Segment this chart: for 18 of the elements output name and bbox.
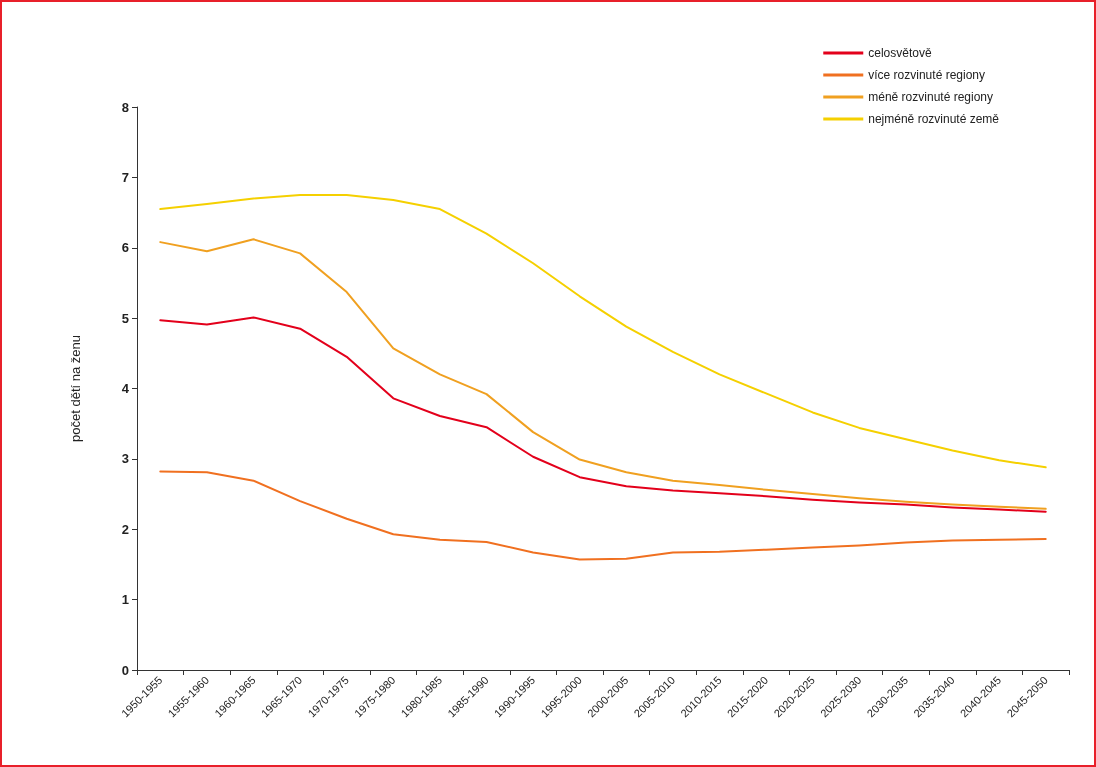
y-tick-label: 8 xyxy=(121,99,129,115)
y-tick-label: 3 xyxy=(121,451,129,467)
y-axis-title: počet dětí na ženu xyxy=(68,335,83,442)
legend-label: nejméně rozvinuté země xyxy=(868,112,1000,126)
y-tick-label: 4 xyxy=(121,381,130,396)
y-tick-label: 2 xyxy=(121,521,129,537)
y-tick-label: 0 xyxy=(121,662,129,678)
y-tick-label: 6 xyxy=(121,240,129,256)
line-series xyxy=(159,238,1047,510)
line-series xyxy=(159,470,1047,561)
y-tick-label: 1 xyxy=(121,592,129,608)
legend-label: méně rozvinuté regiony xyxy=(868,90,993,104)
y-tick-label: 5 xyxy=(121,310,129,326)
line-series xyxy=(159,316,1047,513)
legend-label: celosvětově xyxy=(868,46,932,60)
line-series xyxy=(159,193,1047,469)
y-tick-label: 7 xyxy=(121,169,129,185)
legend-label: více rozvinuté regiony xyxy=(868,68,985,82)
